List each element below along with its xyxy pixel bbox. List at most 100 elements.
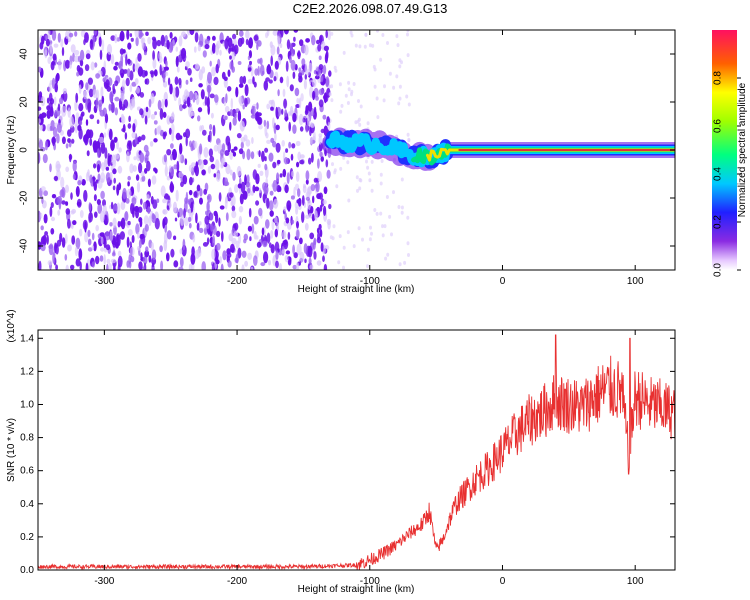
spectrogram-cell <box>291 219 295 224</box>
spectrogram-cell <box>71 235 76 245</box>
spectrogram-cell <box>277 89 280 97</box>
spectrogram-cell <box>100 190 105 200</box>
x-tick-label: -200 <box>227 576 247 587</box>
spectrogram-cell <box>182 174 188 185</box>
spectrogram-cell <box>270 55 274 66</box>
spectrogram-cell <box>245 139 251 147</box>
spectrogram-cell <box>239 30 244 37</box>
spectrogram-cell <box>54 109 57 118</box>
spectrogram-cell <box>322 114 327 120</box>
spectrogram-cell <box>407 137 411 142</box>
spectrogram-cell <box>79 49 85 61</box>
spectrogram-cell <box>297 197 302 207</box>
spectrogram-cell <box>245 38 249 46</box>
spectrogram-cell <box>146 194 150 201</box>
spectrogram-cell <box>396 43 400 48</box>
spectrogram-cell <box>154 217 160 230</box>
spectrogram-cell <box>230 200 234 207</box>
spectrogram-cell <box>162 131 166 140</box>
spectrogram-cell <box>174 217 178 222</box>
spectrogram-cell <box>129 103 132 108</box>
spectrogram-cell <box>406 215 410 220</box>
spectrogram-cell <box>237 110 242 122</box>
spectrogram-cell <box>248 37 253 49</box>
spectrogram-cell <box>100 141 106 154</box>
spectrogram-cell <box>298 97 302 109</box>
spectrogram-cell <box>274 60 279 70</box>
spectrogram-cell <box>328 92 332 97</box>
spectrogram-cell <box>276 46 280 55</box>
spectrogram-cell <box>183 132 187 138</box>
spectrogram-cell <box>273 76 277 82</box>
spectrogram-cell <box>54 242 57 254</box>
spectrogram-cell <box>110 102 115 114</box>
spectrogram-cell <box>298 67 302 73</box>
spectrogram-cell <box>40 186 46 192</box>
colorbar-gradient <box>712 30 737 270</box>
spectrogram-cell <box>285 250 291 255</box>
spectrogram-cell <box>98 99 103 108</box>
spectrogram-cell <box>48 102 53 111</box>
spectrogram-cell <box>317 44 322 52</box>
colorbar-tick-label: 0.6 <box>713 119 724 133</box>
spectrogram-cell <box>127 181 130 187</box>
spectrogram-cell <box>369 225 372 230</box>
spectrogram-cell <box>204 38 210 45</box>
spectrogram-cell <box>188 263 193 270</box>
spectrogram-cell <box>252 76 255 85</box>
spectrogram-cell <box>190 253 196 265</box>
spectrogram-cell <box>110 54 115 65</box>
spectrogram-cell <box>178 207 184 218</box>
spectrogram-cell <box>172 201 178 213</box>
spectrogram-cell <box>346 160 350 165</box>
spectrogram-cell <box>137 231 140 239</box>
spectrogram-cell <box>274 228 278 238</box>
spectrogram-cell <box>233 146 238 151</box>
spectrogram-cell <box>69 116 75 128</box>
spectrogram-cell <box>88 212 93 223</box>
spectrogram-cell <box>118 60 123 70</box>
spectrogram-cell <box>347 80 351 85</box>
spectrogram-cell <box>301 58 306 66</box>
spectrogram-cell <box>97 148 100 159</box>
spectrogram-cell <box>405 94 409 99</box>
x-tick-label: -100 <box>360 576 380 587</box>
spectrogram-cell <box>312 239 316 250</box>
spectrogram-cell <box>124 211 129 222</box>
spectrogram-cell <box>54 82 58 93</box>
spectrogram-cell <box>99 255 104 262</box>
spectrogram-cell <box>392 85 396 90</box>
spectrogram-cell <box>159 245 163 253</box>
spectrogram-cell <box>161 98 165 110</box>
spectrogram-cell <box>116 234 119 246</box>
colorbar-tick-label: 0.0 <box>713 263 724 277</box>
spectrogram-cell <box>253 230 257 240</box>
spectrogram-cell <box>163 216 168 226</box>
spectrogram-cell <box>327 30 331 41</box>
spectrogram-cell <box>151 249 157 261</box>
spectrogram-cell <box>207 104 210 115</box>
spectrogram-cell <box>207 166 211 174</box>
spectrogram-cell <box>38 66 42 73</box>
spectrogram-cell <box>290 153 294 161</box>
spectrogram-cell <box>114 33 118 44</box>
spectrogram-cell <box>53 175 59 181</box>
spectrogram-cell <box>109 222 113 227</box>
spectrogram-cell <box>135 174 140 181</box>
spectrogram-cell <box>232 151 237 157</box>
spectrogram-cell <box>150 93 155 104</box>
colorbar-tick-label: 0.2 <box>713 215 724 229</box>
spectrogram-cell <box>61 200 66 205</box>
spectrogram-cell <box>309 137 313 146</box>
spectrogram-cell <box>358 122 362 127</box>
spectrogram-cell <box>253 215 259 225</box>
spectrogram-cell <box>366 121 370 126</box>
spectrogram-cell <box>211 235 216 247</box>
spectrogram-cell <box>255 111 260 122</box>
spectrogram-cell <box>275 250 279 261</box>
spectrogram-cell <box>139 92 145 98</box>
spectrogram-cell <box>407 253 410 257</box>
spectrogram-cell <box>238 215 242 225</box>
spectrogram-cell <box>250 266 254 270</box>
spectrogram-cell <box>67 138 71 143</box>
